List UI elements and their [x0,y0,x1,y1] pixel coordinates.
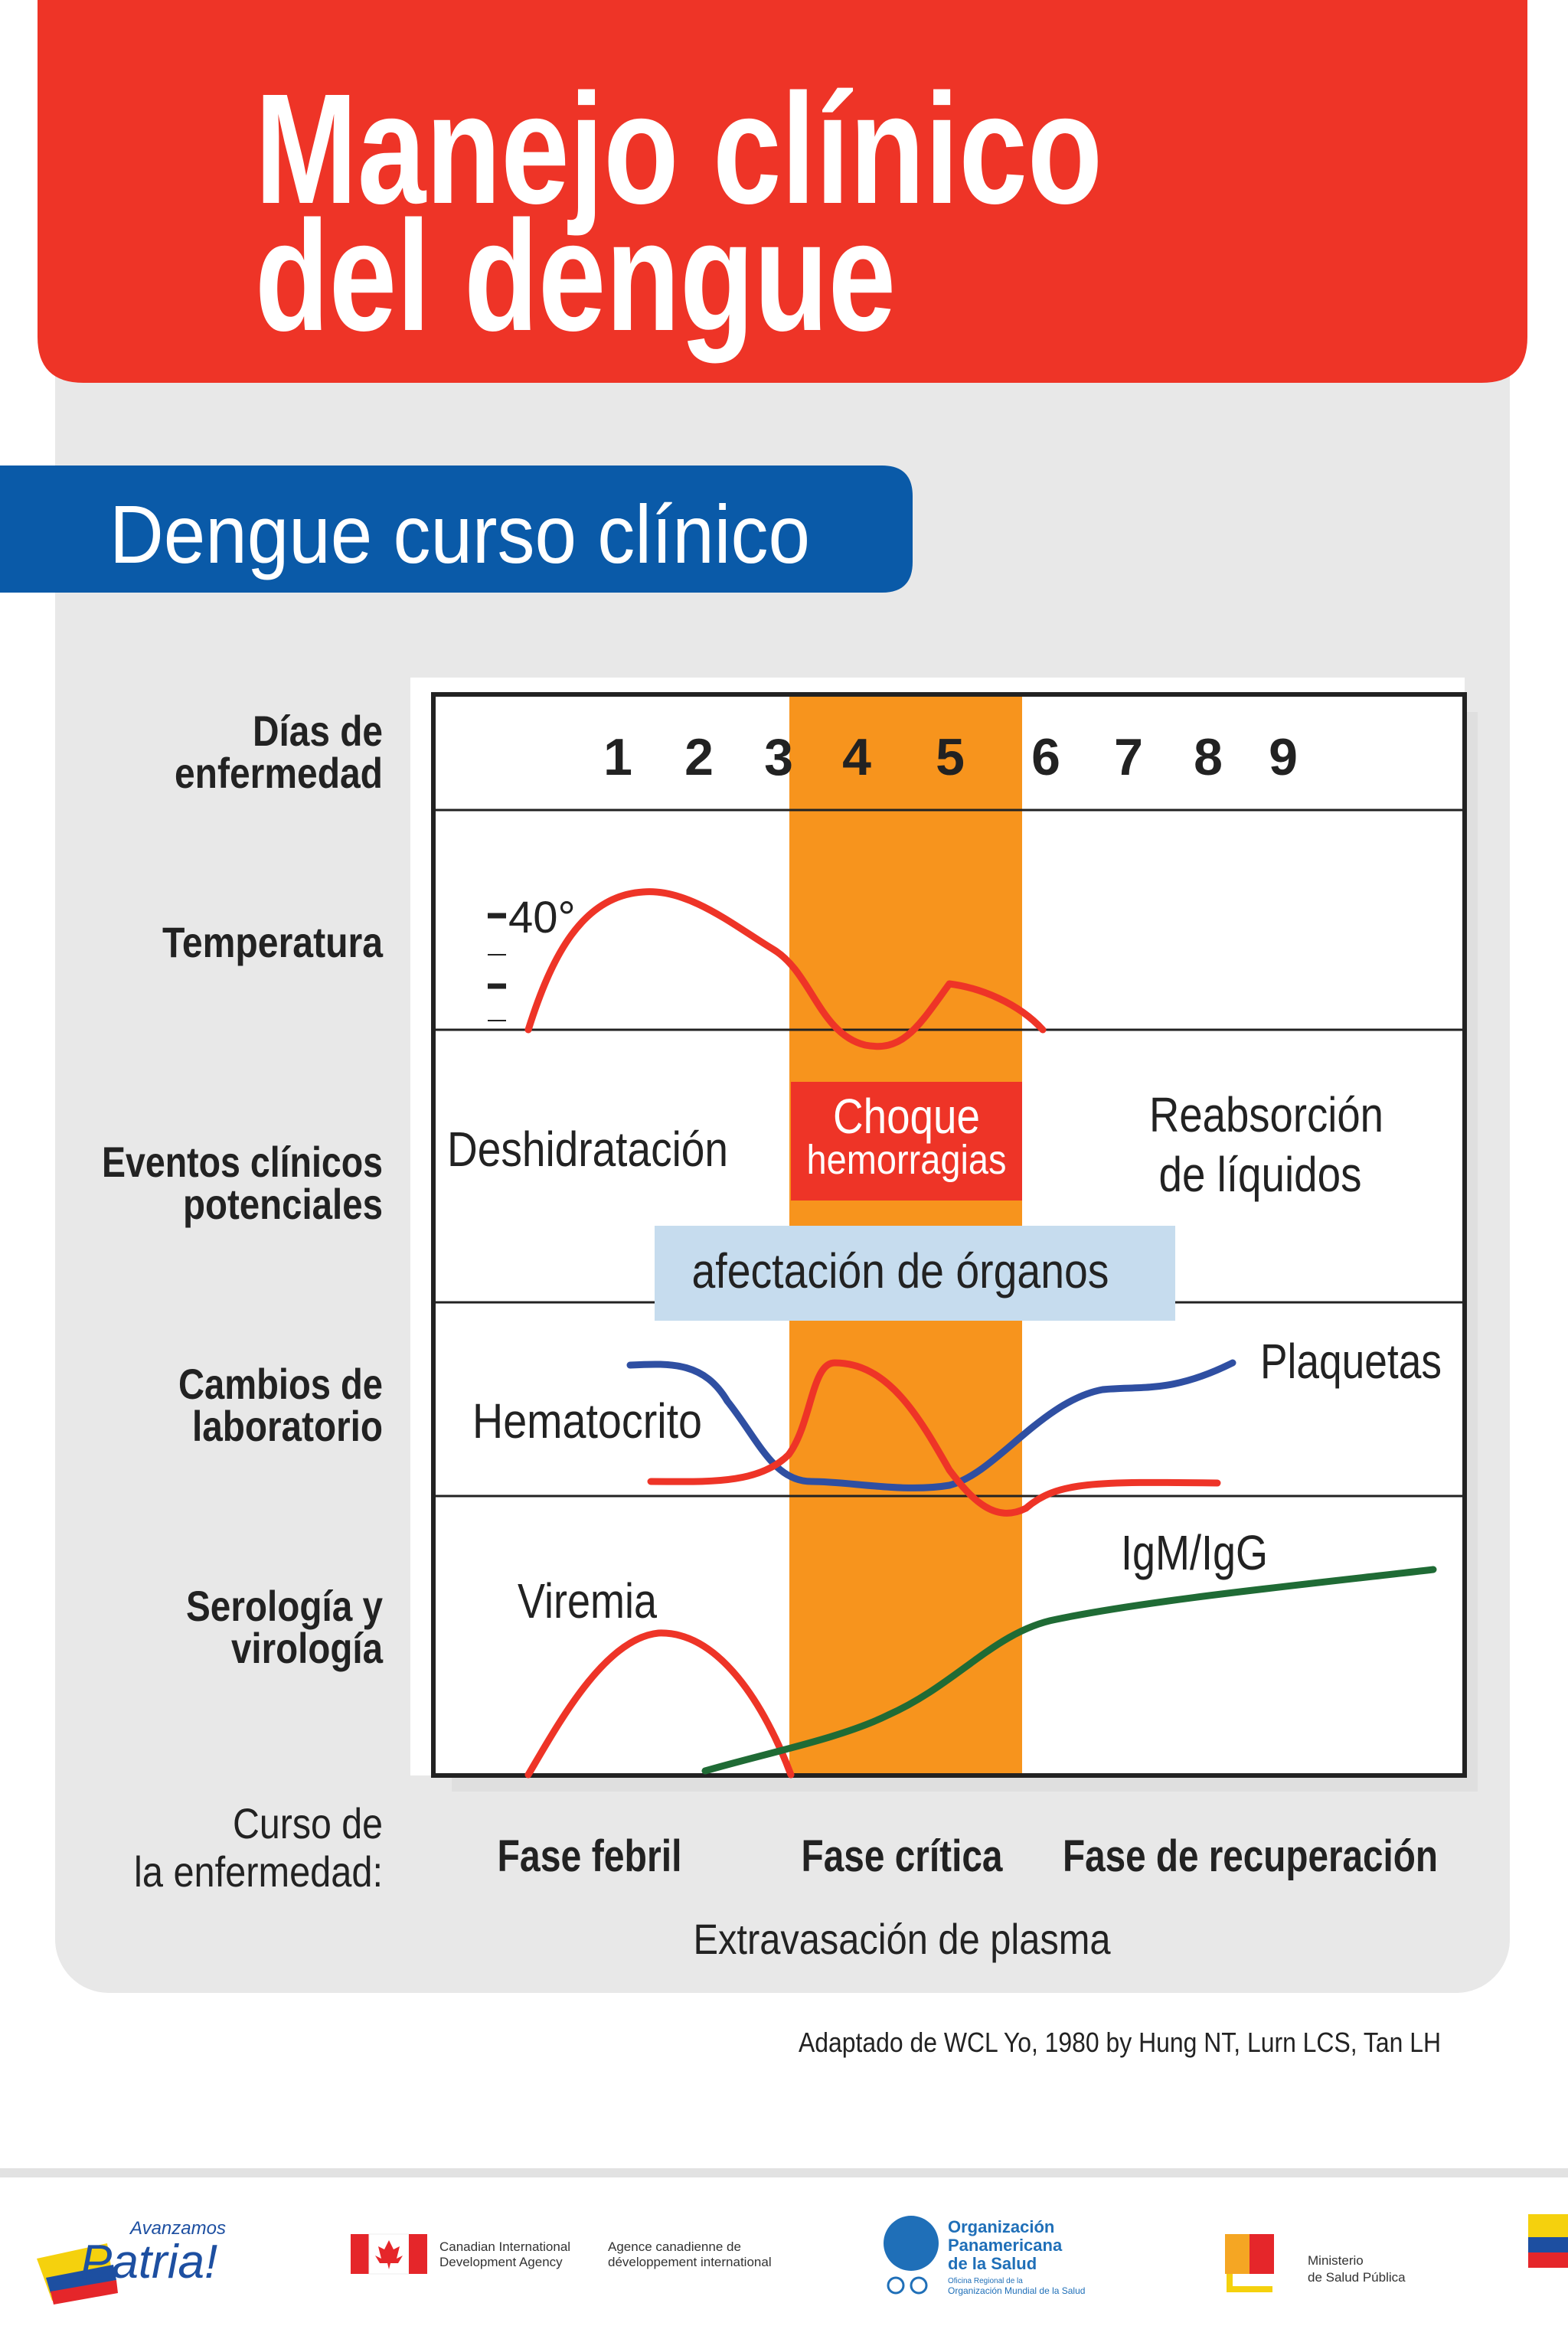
logo-text: Canadian International [439,2239,570,2254]
footer-logos: Avanzamos Patria! Canadian International… [37,2214,1568,2305]
day-number: 2 [684,728,714,786]
ops-seal [910,2276,928,2295]
phase: Fase crítica [802,1831,1004,1881]
section-title: Dengue curso clínico [109,488,810,580]
footer-rule [0,2168,1568,2177]
course-label: la enfermedad: [134,1847,383,1896]
header-band [38,0,1527,383]
viremia-curve [524,1629,795,1779]
msp-logo [1227,2274,1272,2292]
row-dividers [433,808,1465,1498]
chart-frame [431,692,1467,1778]
row-label: virología [231,1624,384,1672]
logo-text: Ministerio [1308,2253,1364,2268]
logo-text: Organización Mundial de la Salud [948,2285,1085,2296]
lab-text: Plaquetas [1260,1334,1442,1389]
day-number: 9 [1269,728,1298,786]
temperature-curve [524,888,1047,1050]
ecuador-flag [1528,2252,1568,2268]
row-label: Cambios de [178,1360,383,1408]
logo-text: Agence canadienne de [608,2239,741,2254]
row-label: potenciales [183,1180,383,1228]
row-label: laboratorio [192,1402,383,1450]
phase: Fase febril [498,1831,682,1881]
logo-text: Organización [948,2217,1054,2236]
msp-logo [1225,2234,1250,2274]
flag-stripe [51,2280,118,2305]
flag-stripe [46,2265,116,2293]
temp-label: 40° [508,893,576,942]
event-text: Deshidratación [447,1122,728,1177]
shock-box [791,1082,1022,1200]
ecuador-flag [1528,2214,1568,2237]
maple-leaf [375,2240,403,2269]
days: 1 2 3 4 5 6 7 8 9 [603,728,1298,786]
canada-flag [409,2234,427,2274]
logo-text: de la Salud [948,2254,1037,2273]
logo-text: Development Agency [439,2255,563,2269]
phase: Fase de recuperación [1063,1831,1438,1881]
msp-logo [1250,2234,1274,2274]
ops-globe [884,2216,939,2271]
day-number: 7 [1114,728,1143,786]
row-label: Serología y [186,1582,383,1630]
platelets-curve [626,1359,1236,1491]
event-text: de líquidos [1159,1147,1362,1202]
course-label: Curso de [233,1799,383,1847]
day-number: 1 [603,728,632,786]
logo-text: Panamericana [948,2236,1063,2255]
row-label: enfermedad [175,749,383,797]
leakage: Extravasación de plasma [694,1915,1112,1963]
serology-text: Viremia [518,1573,657,1628]
event-text: Reabsorción [1149,1087,1383,1142]
ecuador-flag [1528,2237,1568,2252]
event-text: afectación de órganos [692,1243,1109,1298]
citation: Adaptado de WCL Yo, 1980 by Hung NT, Lur… [799,2027,1441,2058]
day-number: 6 [1031,728,1060,786]
logo-text: Patria! [80,2236,217,2288]
title-line: Manejo clínico [255,61,1102,237]
section-tab [0,466,913,593]
logo-text: Oficina Regional de la [948,2277,1023,2285]
canada-flag [351,2234,369,2274]
day-number: 8 [1194,728,1223,786]
logo-text: de Salud Pública [1308,2270,1406,2285]
row-label: Días de [253,707,383,755]
antibody-curve [701,1566,1437,1775]
title-line: del dengue [255,188,896,364]
temp-ticks [488,913,506,1021]
event-text: Choque [833,1089,980,1144]
lab-text: Hematocrito [472,1393,702,1449]
hematocrit-curve [647,1359,1221,1517]
organs-box [655,1226,1175,1321]
event-text: hemorragias [807,1137,1007,1183]
row-label: Eventos clínicos [102,1138,383,1186]
logo-text: développement international [608,2255,772,2269]
day-number: 3 [764,728,793,786]
serology-text: IgM/IgG [1121,1525,1268,1580]
row-label: Temperatura [162,918,384,966]
logo-text: Avanzamos [129,2218,226,2239]
day-number: 5 [936,728,965,786]
ops-seal [887,2276,905,2295]
day-number: 4 [842,728,871,786]
